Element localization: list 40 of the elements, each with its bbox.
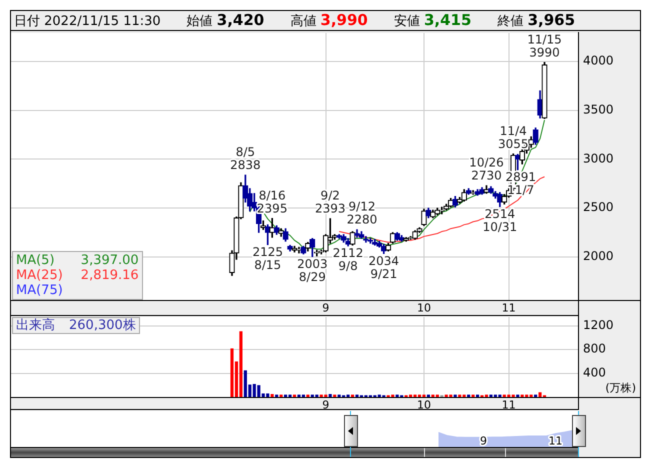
annotation: 10/26 2730 [469, 156, 504, 183]
annotation: 2112 9/8 [332, 246, 364, 274]
x-tick-label: 9 [322, 398, 330, 412]
annotation: 2003 8/29 [297, 256, 328, 284]
chart-title: 日付 2022/11/15 11:30 [14, 12, 161, 30]
bar [538, 392, 542, 397]
text: MA(25) 2,819.16 [16, 268, 139, 283]
annotation: 出来高 260,300株 [16, 318, 136, 333]
annotation: 11/15 3990 [527, 32, 562, 60]
legend-label: MA(75) [16, 283, 63, 298]
y-tick-label: 800 [583, 342, 606, 356]
annotation: 9/2 2393 [314, 188, 346, 216]
bar [270, 394, 274, 397]
annotation: 2034 9/21 [368, 254, 400, 281]
x-tick-label: 10 [416, 301, 431, 314]
y-tick-label: 2000 [583, 249, 614, 264]
x-tick-label: 9 [322, 301, 330, 314]
y-tick-label: 2500 [583, 200, 614, 214]
y-tick-label: 4000 [583, 53, 614, 68]
annotation: 9/12 2280 [346, 200, 378, 227]
x-tick-label: 11 [502, 398, 516, 412]
x-tick-label: 11 [502, 301, 516, 314]
text: 終値 3,965 [497, 11, 576, 30]
x-tick-label: 9 [480, 434, 487, 448]
bar [328, 394, 332, 397]
annotation: 8/5 2838 [230, 145, 261, 172]
bar [230, 348, 234, 397]
y-axis-title: (万株) [605, 381, 636, 394]
x-tick-label: 11 [548, 434, 562, 448]
bar [239, 331, 242, 397]
x-tick-label: 10 [416, 398, 431, 412]
y-tick-label: 3500 [583, 102, 614, 116]
y-tick-label: 1200 [583, 318, 614, 332]
annotation: 2125 8/15 [252, 244, 283, 272]
text: 高値 3,990 [290, 11, 368, 30]
y-tick-label: 3000 [583, 151, 614, 166]
text: MA(5) 3,397.00 [16, 253, 139, 268]
text: 安値 3,415 [394, 11, 472, 30]
text: 始値 3,420 [186, 11, 264, 30]
y-tick-label: 400 [583, 365, 606, 380]
